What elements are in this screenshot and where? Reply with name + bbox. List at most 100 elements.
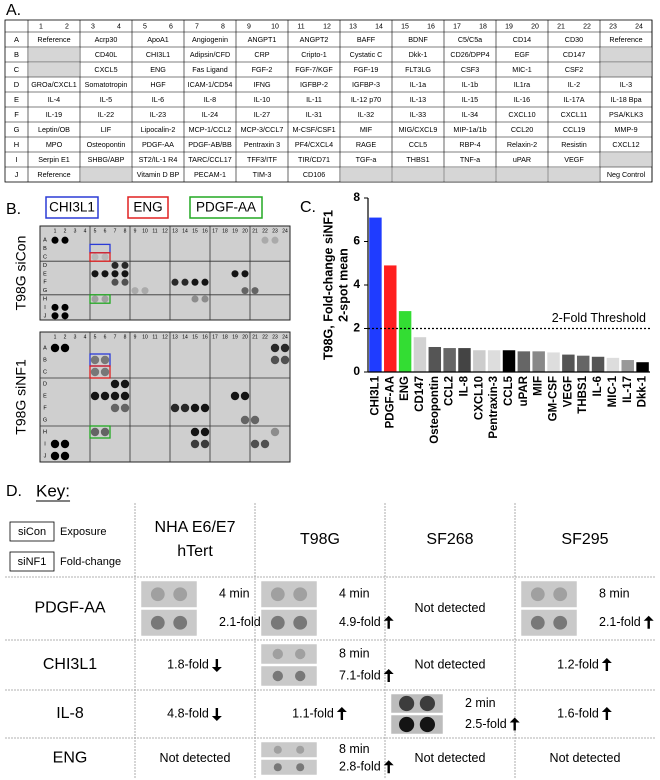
blot-column-number: 18 bbox=[222, 228, 228, 234]
cell-text: RBP-4 bbox=[459, 140, 480, 149]
cell-text: CCL20 bbox=[511, 125, 533, 134]
blot-column-number: 20 bbox=[242, 334, 248, 340]
cell-text: Relaxin-2 bbox=[507, 140, 537, 149]
empty-cell bbox=[600, 47, 652, 62]
cell-text: Fas Ligand bbox=[192, 65, 228, 74]
x-tick-label: CHI3L1 bbox=[369, 375, 381, 415]
blot-row-letter: C bbox=[43, 369, 47, 375]
x-tick-label: MIF bbox=[533, 376, 545, 396]
fold-change: 2.1-fold bbox=[219, 615, 261, 629]
blot-spot bbox=[120, 379, 130, 389]
direction-arrow-head bbox=[211, 667, 222, 672]
cell-text: Reference bbox=[609, 35, 642, 44]
bar bbox=[428, 346, 442, 372]
direction-arrow-head bbox=[383, 760, 394, 766]
x-tick-label: ENG bbox=[399, 376, 411, 401]
panel-label: B. bbox=[6, 201, 21, 218]
cell-text: IL-1a bbox=[410, 80, 426, 89]
blot-spot bbox=[200, 427, 210, 437]
x-tick-label: CCL2 bbox=[444, 376, 456, 406]
blot-column-number: 1 bbox=[54, 228, 57, 234]
blot-spot bbox=[241, 270, 249, 278]
blot-column-number: 18 bbox=[222, 334, 228, 340]
blot-thumbnail bbox=[260, 609, 318, 637]
cell-text: IL-11 bbox=[306, 95, 322, 104]
blot-row-letter: G bbox=[43, 288, 47, 294]
blot-spot bbox=[553, 615, 568, 630]
cell-text: TFF3/ITF bbox=[247, 155, 278, 164]
x-tick-label: CCL5 bbox=[503, 375, 515, 406]
blot-spot bbox=[131, 287, 139, 295]
bar bbox=[591, 356, 605, 372]
bar bbox=[502, 350, 516, 372]
blot-spot bbox=[90, 427, 100, 437]
column-number: 12 bbox=[323, 23, 331, 30]
x-tick-label: IL-6 bbox=[592, 376, 604, 396]
blot-spot bbox=[270, 615, 285, 630]
cell-text: IL-31 bbox=[306, 110, 322, 119]
blot-column-number: 9 bbox=[134, 334, 137, 340]
fold-change: 1.8-fold bbox=[167, 657, 209, 671]
fold-change: 1.1-fold bbox=[292, 706, 334, 720]
blot-row-letter: A bbox=[43, 238, 47, 244]
blot-spot bbox=[295, 670, 306, 682]
blot-spot bbox=[90, 355, 100, 365]
blot-spot bbox=[100, 427, 110, 437]
cell-text: IL-12 p70 bbox=[351, 95, 381, 104]
cell-text: Somatotropin bbox=[85, 80, 128, 89]
blot-column-number: 14 bbox=[182, 334, 188, 340]
x-tick-label: VEGF bbox=[562, 376, 574, 407]
cell-text: PDGF-AB/BB bbox=[188, 140, 232, 149]
cell-text: M-CSF/CSF1 bbox=[292, 125, 335, 134]
direction-arrow-head bbox=[643, 615, 654, 621]
blot-column-number: 24 bbox=[282, 334, 288, 340]
blot-thumbnail bbox=[140, 580, 198, 608]
blot-spot bbox=[111, 270, 119, 278]
blot-row-letter: G bbox=[43, 417, 47, 423]
cell-text: IL-19 bbox=[46, 110, 62, 119]
blot-column-number: 13 bbox=[172, 334, 178, 340]
cell-text: C5/C5a bbox=[458, 35, 482, 44]
cell-text: Acrp30 bbox=[95, 35, 118, 44]
blot-row-letter: H bbox=[43, 429, 47, 435]
blot-column-number: 5 bbox=[94, 334, 97, 340]
blot-spot bbox=[399, 716, 415, 733]
cell-text: IL-23 bbox=[150, 110, 166, 119]
blot-spot bbox=[120, 403, 130, 413]
cell-text: IL-33 bbox=[410, 110, 426, 119]
column-header: hTert bbox=[177, 543, 213, 560]
blot-spot bbox=[170, 403, 180, 413]
bar bbox=[621, 360, 634, 372]
blot-column-number: 13 bbox=[172, 228, 178, 234]
blot-spot bbox=[91, 253, 99, 261]
cell-text: IFNG bbox=[253, 80, 271, 89]
blot-column-number: 19 bbox=[232, 334, 238, 340]
blot-spot bbox=[273, 745, 282, 754]
cell-text: RAGE bbox=[356, 140, 377, 149]
column-number: 22 bbox=[583, 23, 591, 30]
cell-text: Resistin bbox=[561, 140, 587, 149]
cell-text: IL-1b bbox=[462, 80, 478, 89]
column-header: SF268 bbox=[426, 531, 473, 548]
column-number: 5 bbox=[143, 23, 147, 30]
key-sample: siNF1 bbox=[18, 556, 47, 568]
empty-cell bbox=[28, 47, 80, 62]
blot-column-number: 9 bbox=[134, 228, 137, 234]
blot-thumbnail bbox=[140, 609, 198, 637]
cell-text: FGF-19 bbox=[354, 65, 379, 74]
blot-column-number: 4 bbox=[84, 228, 87, 234]
blot-spot bbox=[90, 367, 100, 377]
cell-text: IL-16 bbox=[514, 95, 530, 104]
cell-text: IGFBP-3 bbox=[352, 80, 380, 89]
highlight-label: CHI3L1 bbox=[49, 200, 95, 215]
bar bbox=[443, 348, 456, 372]
blot-thumbnail bbox=[260, 643, 318, 665]
cell-text: TGF-a bbox=[356, 155, 377, 164]
blot-spot bbox=[60, 439, 70, 449]
cell-text: IL-27 bbox=[254, 110, 270, 119]
column-number: 9 bbox=[247, 23, 251, 30]
blot-column-number: 11 bbox=[152, 228, 157, 234]
column-number: 19 bbox=[505, 23, 513, 30]
y-tick-label: 8 bbox=[353, 190, 360, 204]
cell-text: IL-4 bbox=[48, 95, 60, 104]
